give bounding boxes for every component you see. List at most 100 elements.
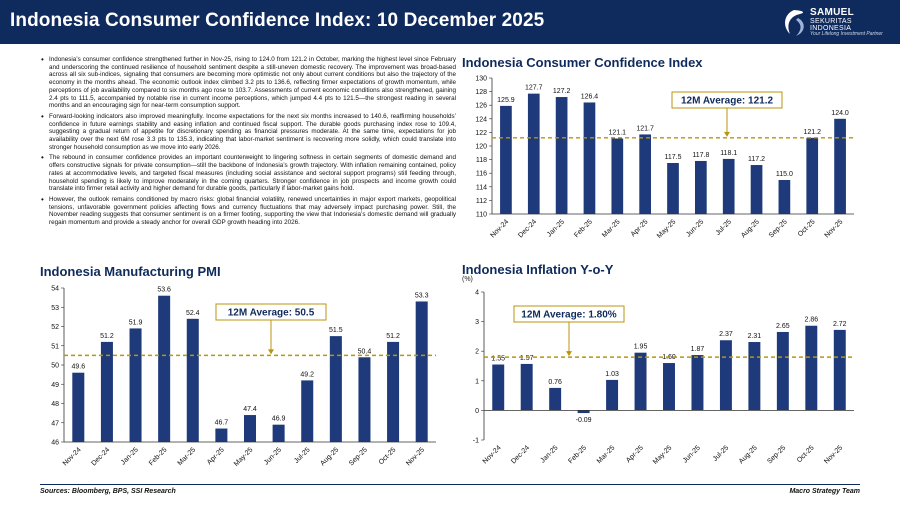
x-tick-label: Nov-25 (823, 444, 844, 465)
average-label: 12M Average: 121.2 (681, 96, 774, 107)
average-label: 12M Average: 1.80% (521, 310, 617, 321)
bar-value-label: 121.7 (636, 125, 654, 132)
bar-value-label: 1.57 (520, 355, 534, 362)
bar-value-label: 127.7 (525, 85, 543, 92)
bar (215, 428, 228, 442)
x-tick-label: Jan-25 (546, 218, 566, 238)
x-tick-label: Nov-24 (482, 444, 503, 465)
bar-value-label: 51.2 (386, 333, 400, 340)
bar-value-label: 51.2 (100, 333, 114, 340)
bar-value-label: 46.9 (272, 416, 286, 423)
bar (691, 355, 704, 411)
y-tick-label: 3 (475, 319, 479, 326)
x-tick-label: Oct-25 (378, 446, 398, 466)
x-tick-label: Oct-25 (797, 218, 817, 238)
x-tick-label: Apr-25 (625, 444, 645, 464)
bar (663, 363, 675, 411)
x-tick-label: Apr-25 (630, 218, 650, 238)
bar-value-label: 2.72 (833, 321, 847, 328)
bar-value-label: -0.09 (576, 417, 592, 424)
bar (667, 163, 679, 214)
bar (387, 341, 400, 442)
x-tick-label: Mar-25 (177, 446, 198, 467)
bar-value-label: 127.2 (553, 88, 571, 95)
x-tick-label: Sep-25 (768, 218, 789, 239)
x-tick-label: Aug-25 (738, 444, 759, 465)
bullet-item: Indonesia’s consumer confidence strength… (40, 56, 456, 110)
x-tick-label: Dec-24 (510, 444, 531, 465)
page-title: Indonesia Consumer Confidence Index: 10 … (10, 10, 545, 31)
bar (778, 180, 791, 214)
y-tick-label: 126 (475, 103, 487, 110)
bar (329, 336, 342, 442)
y-tick-label: 114 (476, 184, 487, 191)
inflation-unit-label: (%) (462, 276, 473, 283)
x-tick-label: May-25 (652, 444, 674, 466)
bar (555, 97, 568, 214)
company-logo: SAMUEL SEKURITAS INDONESIA Your Lifelong… (780, 6, 892, 40)
y-tick-label: 2 (475, 349, 479, 356)
bar (100, 341, 113, 442)
y-tick-label: 128 (475, 89, 487, 96)
y-tick-label: 120 (475, 144, 487, 151)
bar-value-label: 53.3 (415, 292, 429, 299)
bar (415, 301, 428, 442)
bar (748, 342, 761, 411)
commentary-bullets: Indonesia’s consumer confidence strength… (40, 56, 456, 230)
average-label: 12M Average: 50.5 (228, 308, 315, 319)
y-tick-label: 0 (475, 408, 479, 415)
logo-swirl-icon (785, 10, 804, 36)
bar-value-label: 1.87 (691, 346, 705, 353)
bar-value-label: 117.5 (665, 154, 682, 161)
bar (776, 331, 789, 411)
y-tick-label: 124 (475, 116, 487, 123)
bar (694, 160, 707, 214)
bar (722, 158, 735, 214)
x-tick-label: Nov-25 (405, 446, 426, 467)
y-tick-label: 118 (476, 157, 487, 164)
x-tick-label: Feb-25 (573, 218, 594, 239)
bar (834, 118, 846, 214)
bar-value-label: 125.9 (497, 97, 515, 104)
bar-value-label: 1.55 (491, 356, 505, 363)
bar-value-label: 53.6 (157, 287, 171, 294)
x-tick-label: Sep-25 (348, 446, 369, 467)
bar-value-label: 49.6 (71, 364, 85, 371)
logo-line-2: SEKURITAS (810, 18, 852, 25)
bar (606, 379, 619, 411)
bar (301, 380, 314, 442)
x-tick-label: Jul-25 (293, 446, 312, 465)
y-tick-label: 4 (475, 290, 479, 297)
bar-value-label: 126.4 (581, 93, 599, 100)
bullet-item: However, the outlook remains conditioned… (40, 196, 456, 227)
bar (129, 328, 142, 442)
bar-value-label: 50.4 (358, 348, 372, 355)
x-tick-label: Sep-25 (766, 444, 787, 465)
bar (549, 387, 562, 411)
bar (583, 102, 596, 214)
bar-value-label: 121.2 (803, 129, 821, 136)
bar (243, 415, 257, 442)
x-tick-label: Oct-25 (796, 444, 816, 464)
bar-value-label: 51.9 (129, 319, 143, 326)
bar (719, 340, 732, 411)
footer-team: Macro Strategy Team (789, 488, 860, 495)
y-tick-label: 112 (476, 198, 487, 205)
y-tick-label: 130 (475, 76, 487, 83)
average-arrow-head (268, 349, 274, 355)
bar-value-label: 2.65 (776, 323, 790, 330)
bar (833, 329, 846, 411)
y-tick-label: 54 (51, 286, 59, 293)
pmi-chart-title: Indonesia Manufacturing PMI (40, 264, 221, 279)
bar-value-label: 2.86 (804, 317, 818, 324)
bar-value-label: 51.5 (329, 327, 343, 334)
bar-value-label: 1.95 (634, 344, 648, 351)
logo-line-1: SAMUEL (810, 7, 855, 18)
y-tick-label: 49 (51, 382, 59, 389)
pmi-chart: 46 47 48 49 50 51 52 53 54 49.6 Nov-24 51.2 Dec-24 51… (51, 286, 436, 468)
x-tick-label: Feb-25 (148, 446, 169, 467)
y-tick-label: 48 (51, 401, 59, 408)
cci-chart-title: Indonesia Consumer Confidence Index (462, 55, 703, 70)
bullet-item: Forward-looking indicators also improved… (40, 113, 456, 152)
bar (750, 165, 763, 214)
